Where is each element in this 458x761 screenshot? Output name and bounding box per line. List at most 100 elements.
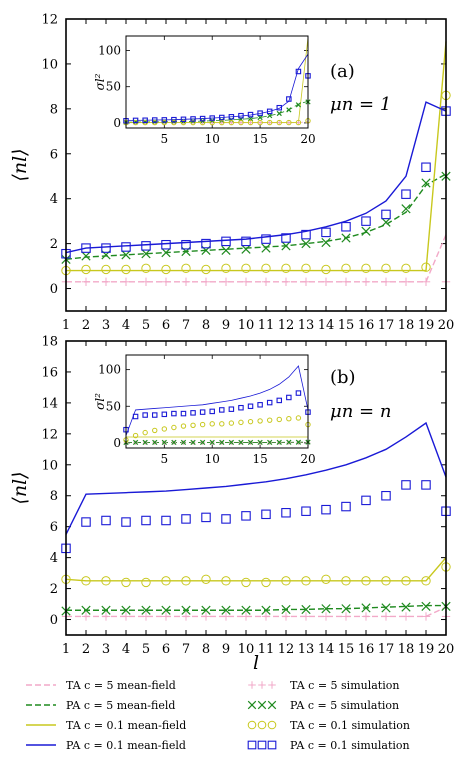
- legend-entry: PA c = 0.1 mean-field: [26, 739, 186, 752]
- point-square-pa_c01-11: [261, 509, 271, 520]
- point-plus-ta_c5-13: [301, 612, 311, 621]
- point-square-pa_c01-11: [261, 234, 271, 244]
- x-tick-label: 5: [142, 642, 150, 657]
- y-tick-label: 18: [41, 335, 58, 350]
- point-plus-ta_c5-7: [181, 612, 191, 621]
- inset-y-axis-label: σl²: [93, 393, 107, 410]
- inset-y-tick-label: 50: [106, 80, 121, 94]
- point-square-pa_c01-5: [161, 411, 168, 418]
- point-circle-ta_c01-11: [261, 577, 271, 588]
- inset-y-tick-label: 0: [113, 436, 121, 450]
- point-square-pa_c01-4: [151, 412, 158, 418]
- point-square-pa_c01-13: [238, 112, 244, 119]
- point-cross-pa_c5-6: [161, 605, 171, 615]
- series-line-pa_c01: [125, 365, 309, 436]
- point-cross-pa_c5-19: [421, 601, 431, 611]
- y-tick-label: 12: [41, 13, 58, 28]
- legend-entry: PA c = 5 mean-field: [26, 699, 175, 712]
- point-cross-pa_c5-5: [141, 249, 151, 259]
- x-tick-label: 2: [82, 318, 90, 333]
- point-square-pa_c01-3: [142, 117, 148, 123]
- legend-marker-square: [247, 740, 257, 750]
- point-circle-ta_c01-7: [181, 263, 191, 274]
- point-circle-ta_c01-6: [171, 119, 177, 126]
- point-plus-ta_c5-17: [277, 120, 282, 125]
- point-plus-ta_c5-12: [281, 277, 291, 286]
- point-cross-pa_c5-18: [401, 204, 411, 214]
- point-circle-ta_c01-10: [241, 263, 251, 274]
- point-square-pa_c01-13: [301, 229, 311, 240]
- point-square-pa_c01-17: [381, 209, 391, 220]
- point-cross-pa_c5-18: [401, 602, 411, 612]
- y-tick-label: 10: [41, 57, 58, 72]
- point-plus-ta_c5-12: [281, 612, 291, 621]
- point-square-pa_c01-4: [151, 117, 158, 123]
- point-circle-ta_c01-8: [190, 119, 196, 126]
- point-plus-ta_c5-16: [361, 612, 371, 621]
- x-tick-label: 10: [238, 318, 255, 333]
- x-tick-label: 19: [418, 642, 435, 657]
- point-circle-ta_c01-13: [238, 419, 244, 426]
- point-cross-pa_c5-18: [286, 107, 292, 113]
- inset-x-tick-label: 20: [300, 132, 315, 146]
- x-tick-label: 15: [338, 318, 355, 333]
- point-cross-pa_c5-4: [152, 439, 158, 446]
- point-plus-ta_c5-12: [229, 120, 234, 125]
- legend-label: TA c = 0.1 mean-field: [66, 719, 186, 732]
- point-plus-ta_c5-8: [201, 277, 211, 286]
- point-circle-ta_c01-2: [132, 432, 139, 439]
- y-tick-label: 2: [50, 237, 58, 252]
- y-tick-label: 10: [41, 458, 58, 473]
- point-circle-ta_c01-12: [228, 119, 235, 126]
- inset-y-tick-label: 100: [98, 363, 121, 377]
- point-plus-ta_c5-14: [321, 277, 331, 286]
- point-square-pa_c01-2: [81, 517, 91, 527]
- x-tick-label: 8: [202, 642, 210, 657]
- point-plus-ta_c5-19: [421, 612, 431, 621]
- point-cross-pa_c5-5: [141, 605, 151, 615]
- series-line-pa_c01: [65, 101, 447, 254]
- point-square-pa_c01-7: [180, 410, 187, 417]
- point-cross-pa_c5-7: [180, 439, 187, 446]
- point-square-pa_c01-18: [401, 189, 411, 199]
- x-axis-label: l: [253, 652, 259, 674]
- point-cross-pa_c5-3: [142, 439, 148, 446]
- point-cross-pa_c5-14: [247, 439, 254, 446]
- point-plus-ta_c5-4: [121, 277, 131, 286]
- legend-marker-square: [257, 740, 267, 750]
- point-cross-pa_c5-11: [219, 439, 225, 446]
- point-square-pa_c01-9: [221, 236, 231, 247]
- point-plus-ta_c5-10: [241, 277, 251, 286]
- point-plus-ta_c5-2: [81, 277, 91, 286]
- x-tick-label: 14: [318, 318, 335, 333]
- y-tick-label: 6: [50, 520, 58, 535]
- point-plus-ta_c5-11: [261, 277, 271, 286]
- point-square-pa_c01-8: [201, 512, 211, 523]
- point-plus-ta_c5-18: [401, 277, 411, 286]
- point-circle-ta_c01-12: [228, 420, 235, 426]
- point-plus-ta_c5-18: [286, 120, 292, 125]
- y-tick-label: 8: [50, 489, 58, 504]
- point-circle-ta_c01-18: [286, 119, 292, 126]
- inset-x-tick-label: 15: [252, 132, 267, 146]
- point-square-pa_c01-12: [281, 233, 291, 243]
- point-cross-pa_c5-11: [261, 605, 271, 615]
- point-square-pa_c01-16: [361, 216, 371, 226]
- point-square-pa_c01-15: [341, 501, 351, 512]
- point-square-pa_c01-12: [281, 508, 291, 518]
- point-cross-pa_c5-13: [238, 439, 244, 446]
- point-circle-ta_c01-6: [171, 424, 177, 431]
- point-cross-pa_c5-17: [276, 439, 282, 445]
- point-plus-ta_c5-11: [261, 612, 271, 621]
- legend-marker-cross: [267, 700, 277, 710]
- x-tick-label: 14: [318, 642, 335, 657]
- point-plus-ta_c5-16: [361, 277, 371, 286]
- panel-condition: μn = n: [330, 401, 391, 422]
- y-tick-label: 4: [50, 192, 58, 207]
- point-circle-ta_c01-4: [121, 577, 131, 588]
- point-square-pa_c01-5: [141, 515, 151, 526]
- point-square-pa_c01-11: [219, 114, 225, 121]
- legend-marker-circle: [267, 720, 277, 730]
- point-plus-ta_c5-15: [341, 277, 351, 286]
- point-plus-ta_c5-10: [241, 612, 251, 621]
